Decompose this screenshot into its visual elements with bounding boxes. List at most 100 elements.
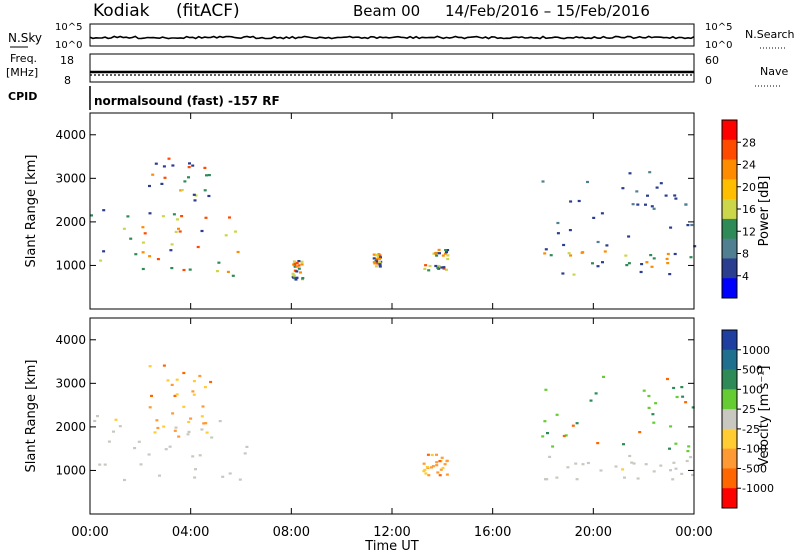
- scatter-point: [372, 257, 376, 260]
- scatter-point: [293, 262, 297, 265]
- scatter-point: [690, 223, 694, 227]
- scatter-point: [635, 190, 639, 193]
- scatter-point: [625, 264, 629, 267]
- scatter-point: [596, 442, 600, 445]
- time-x-axis: 00:00 04:00 08:00 12:00 16:00 20:00 00:00: [71, 113, 713, 540]
- scatter-point: [445, 459, 449, 462]
- scatter-point: [646, 194, 649, 197]
- scatter-point: [644, 463, 648, 466]
- scatter-point: [170, 243, 174, 246]
- scatter-point: [158, 474, 161, 477]
- colorbar-swatch: [722, 139, 737, 161]
- nsky-label: N.Sky: [8, 31, 42, 45]
- scatter-point: [377, 253, 381, 256]
- colorbar-tick-label: -500: [742, 462, 767, 475]
- scatter-point: [675, 395, 679, 399]
- scatter-point: [204, 216, 208, 219]
- scatter-point: [572, 273, 576, 276]
- scatter-point: [424, 472, 428, 475]
- scatter-point: [177, 435, 181, 438]
- scatter-point: [147, 453, 151, 456]
- colorbar-swatch: [722, 488, 737, 509]
- scatter-point: [295, 276, 299, 279]
- scatter-point: [426, 453, 430, 456]
- scatter-point: [437, 248, 441, 251]
- scatter-point: [544, 388, 548, 391]
- scatter-point: [664, 194, 668, 197]
- scatter-point: [431, 465, 435, 468]
- scatter-point: [674, 442, 678, 445]
- scatter-point: [440, 456, 444, 459]
- colorbar-tick-label: 28: [742, 136, 756, 149]
- scatter-point: [153, 431, 157, 434]
- scatter-point: [180, 215, 184, 218]
- scatter-point: [649, 254, 653, 257]
- scatter-point: [188, 162, 191, 165]
- scatter-point: [148, 365, 152, 368]
- colorbar-tick-label: -100: [742, 443, 767, 456]
- scatter-point: [543, 252, 547, 255]
- scatter-point: [224, 234, 228, 237]
- scatter-point: [435, 464, 439, 467]
- scatter-point: [171, 412, 175, 415]
- scatter-point: [655, 186, 659, 189]
- scatter-point: [556, 221, 560, 225]
- scatter-point: [671, 478, 675, 481]
- scatter-point: [160, 182, 164, 185]
- nsky-tick-bottom: 10^0: [55, 40, 82, 51]
- scatter-point: [666, 252, 670, 256]
- scatter-point: [668, 273, 672, 276]
- scatter-point: [187, 430, 191, 433]
- scatter-point: [444, 249, 448, 252]
- y-tick-label: 1000: [55, 463, 86, 477]
- scatter-point: [99, 259, 103, 262]
- scatter-point: [90, 214, 93, 217]
- colorbar-swatch: [722, 428, 737, 450]
- colorbar-tick-label: 4: [742, 270, 749, 283]
- scatter-point: [167, 157, 171, 160]
- scatter-point: [674, 467, 678, 470]
- velocity-scatter-points: [93, 364, 695, 482]
- scatter-point: [638, 431, 642, 434]
- colorbar-tick-label: -1000: [742, 482, 774, 495]
- scatter-point: [173, 429, 177, 432]
- scatter-point: [373, 262, 377, 265]
- scatter-point: [444, 252, 447, 255]
- scatter-point: [642, 389, 646, 392]
- scatter-point: [541, 435, 545, 438]
- scatter-point: [293, 265, 297, 268]
- colorbar-swatch: [722, 258, 737, 279]
- scatter-point: [645, 261, 649, 264]
- scatter-point: [442, 266, 446, 269]
- scatter-point: [648, 171, 652, 174]
- colorbar-tick-label: 8: [742, 248, 749, 261]
- scatter-point: [172, 213, 176, 216]
- nave-label: Nave: [760, 65, 788, 78]
- power-y-axis: 1000 2000 3000 4000: [55, 128, 694, 272]
- scatter-point: [440, 266, 444, 269]
- scatter-point: [243, 452, 247, 455]
- scatter-point: [652, 421, 656, 424]
- scatter-point: [691, 406, 695, 409]
- x-tick-label: 00:00: [675, 525, 712, 540]
- scatter-point: [200, 229, 204, 233]
- scatter-point: [575, 478, 579, 481]
- nave-tick-bottom: 0: [705, 74, 712, 87]
- scatter-point: [545, 478, 549, 481]
- scatter-point: [632, 462, 636, 465]
- scatter-point: [654, 402, 658, 405]
- scatter-point: [133, 447, 137, 450]
- scatter-point: [134, 253, 138, 256]
- scatter-point: [200, 415, 204, 418]
- scatter-point: [169, 249, 173, 252]
- scatter-point: [628, 454, 632, 458]
- scatter-point: [686, 224, 690, 227]
- scatter-point: [427, 474, 431, 477]
- scatter-point: [164, 448, 168, 451]
- scatter-point: [186, 433, 190, 436]
- scatter-point: [624, 254, 628, 257]
- colorbar-tick-label: 24: [742, 159, 756, 172]
- scatter-point: [150, 394, 153, 397]
- cpid-text: normalsound (fast) -157 RF: [94, 94, 280, 108]
- nsky-panel: [89, 23, 695, 47]
